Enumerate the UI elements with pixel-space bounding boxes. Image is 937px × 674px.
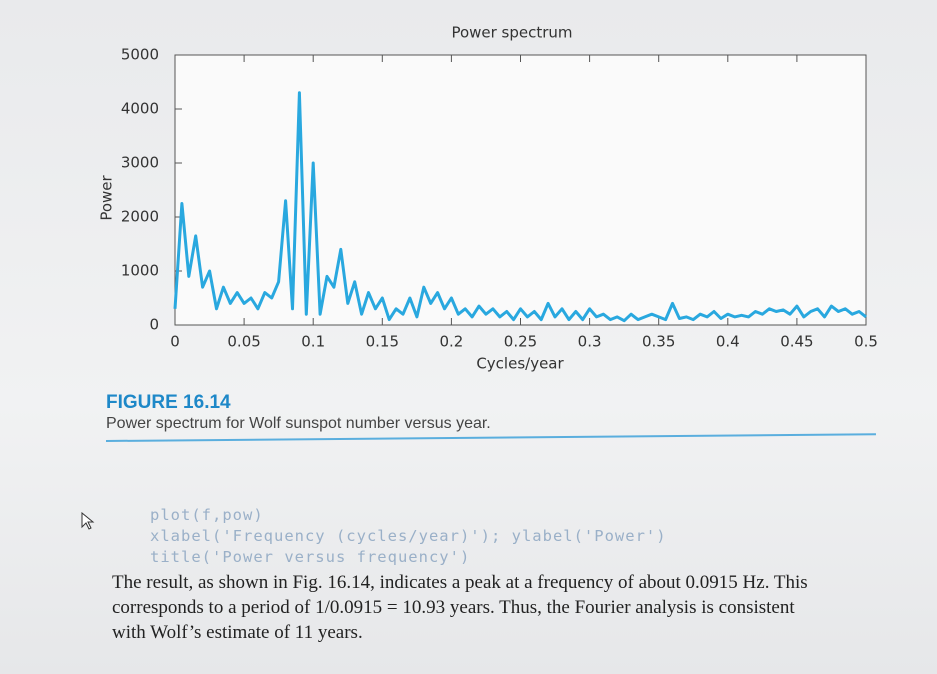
x-tick-label: 0.15 — [366, 333, 399, 351]
x-tick-label: 0.45 — [780, 333, 813, 351]
y-tick-label: 0 — [149, 316, 159, 334]
x-tick-label: 0.3 — [578, 333, 602, 351]
paragraph: The result, as shown in Fig. 16.14, indi… — [112, 570, 808, 645]
x-tick-label: 0.05 — [227, 333, 260, 351]
y-tick-label: 5000 — [121, 46, 159, 64]
caption-rule — [105, 433, 876, 442]
y-tick-label: 3000 — [121, 154, 159, 172]
y-axis-label: Power — [98, 174, 116, 220]
figure-number: FIGURE 16.14 — [106, 392, 231, 413]
code-line: xlabel('Frequency (cycles/year)'); ylabe… — [150, 527, 667, 545]
x-tick-label: 0.4 — [716, 333, 740, 351]
y-tick-label: 2000 — [121, 208, 159, 226]
y-tick-label: 1000 — [121, 262, 159, 280]
code-block: plot(f,pow) xlabel('Frequency (cycles/yea… — [150, 505, 667, 568]
x-tick-label: 0.25 — [504, 333, 537, 351]
x-tick-label: 0.5 — [854, 333, 878, 351]
code-line: title('Power versus frequency') — [150, 548, 471, 566]
chart-title: Power spectrum — [451, 24, 572, 42]
x-tick-label: 0.35 — [642, 333, 675, 351]
x-tick-label: 0.2 — [439, 333, 463, 351]
code-line: plot(f,pow) — [150, 506, 264, 524]
chart: Power spectrum Cycles/year Power 0 1000 20… — [98, 24, 878, 373]
text-line: with Wolf’s estimate of 11 years. — [112, 622, 363, 643]
text-line: The result, as shown in Fig. 16.14, indi… — [112, 572, 808, 593]
text-line: corresponds to a period of 1/0.0915 = 10… — [112, 597, 795, 618]
y-tick-label: 4000 — [121, 100, 159, 118]
spectrum-line — [173, 91, 867, 323]
figure-caption: Power spectrum for Wolf sunspot number v… — [106, 415, 491, 432]
x-tick-label: 0 — [170, 333, 180, 351]
mouse-cursor — [81, 512, 95, 530]
x-axis-label: Cycles/year — [476, 355, 564, 373]
x-tick-label: 0.1 — [301, 333, 325, 351]
